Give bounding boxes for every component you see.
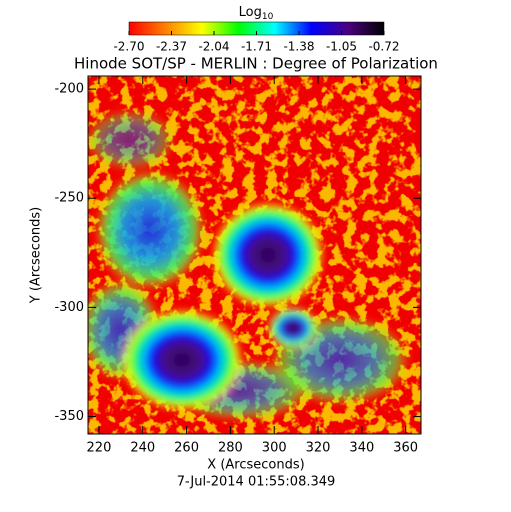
x-tick-label: 280	[218, 441, 243, 456]
x-tick-label: 320	[306, 441, 331, 456]
y-tick-label: -350	[54, 409, 84, 424]
y-tick-label: -200	[54, 82, 84, 97]
colorbar-tick-label: -0.72	[368, 40, 399, 54]
colorbar-tick-label: -2.37	[156, 40, 187, 54]
colorbar-title-sub: 10	[262, 12, 274, 22]
y-axis-label: Y (Arcseconds)	[29, 207, 44, 304]
x-tick-label: 260	[174, 441, 199, 456]
colorbar-tick-label: -2.70	[113, 40, 144, 54]
x-tick-label: 240	[130, 441, 155, 456]
polarization-map	[88, 76, 421, 434]
x-axis-label: X (Arcseconds)	[207, 458, 304, 473]
colorbar-tick-label: -2.04	[198, 40, 229, 54]
x-tick-label: 340	[349, 441, 374, 456]
axes: 220 240 260 280 300 320 340 360 -200 -250 -300 -350…	[54, 31, 421, 456]
footer: 7-Jul-2014 01:55:08.349	[177, 475, 336, 490]
x-tick-label: 360	[393, 441, 418, 456]
colorbar-tick-label: -1.38	[283, 40, 314, 54]
colorbar-title: Log10	[239, 5, 274, 22]
y-tick-label: -250	[54, 191, 84, 206]
chart-title: Hinode SOT/SP - MERLIN : Degree of Polar…	[74, 55, 438, 73]
colorbar-tick-label: -1.05	[326, 40, 357, 54]
y-tick-label: -300	[54, 300, 84, 315]
x-tick-label: 300	[262, 441, 287, 456]
colorbar-title-main: Log	[239, 5, 262, 20]
plot-frame	[87, 75, 422, 435]
colorbar-tick-label: -1.71	[241, 40, 272, 54]
x-tick-label: 220	[87, 441, 112, 456]
